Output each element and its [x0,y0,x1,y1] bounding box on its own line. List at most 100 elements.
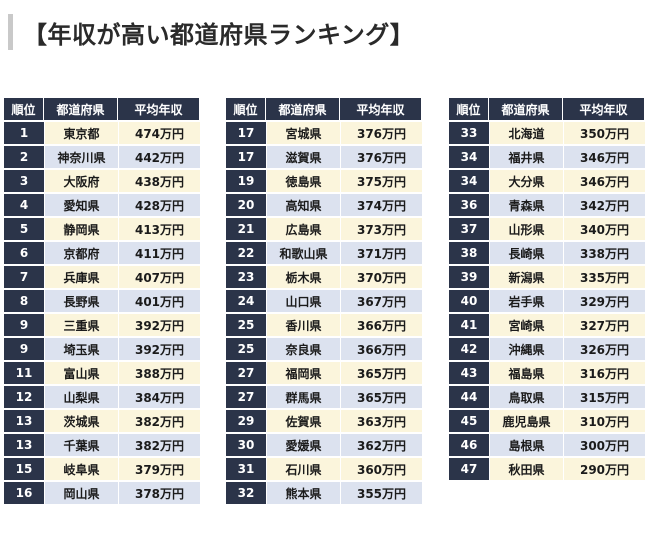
pref-cell: 福岡県 [266,362,340,384]
pref-cell: 新潟県 [489,266,563,288]
income-cell: 310万円 [563,410,645,432]
rank-cell: 1 [4,122,44,144]
rank-cell: 34 [449,146,489,168]
table-row: 23 栃木県 370万円 [226,266,422,288]
table-row: 33 北海道 350万円 [449,122,645,144]
rank-cell: 13 [4,434,44,456]
table-row: 27 群馬県 365万円 [226,386,422,408]
pref-cell: 高知県 [266,194,340,216]
income-cell: 401万円 [118,290,200,312]
income-cell: 326万円 [563,338,645,360]
pref-cell: 埼玉県 [44,338,118,360]
rank-cell: 20 [226,194,266,216]
pref-cell: 茨城県 [44,410,118,432]
rank-cell: 2 [4,146,44,168]
table-row: 41 宮崎県 327万円 [449,314,645,336]
pref-cell: 岐阜県 [44,458,118,480]
pref-cell: 青森県 [489,194,563,216]
income-cell: 370万円 [340,266,422,288]
income-cell: 392万円 [118,338,200,360]
pref-cell: 愛知県 [44,194,118,216]
rank-cell: 31 [226,458,266,480]
rank-cell: 37 [449,218,489,240]
table-row: 12 山梨県 384万円 [4,386,200,408]
income-cell: 327万円 [563,314,645,336]
table-row: 27 福岡県 365万円 [226,362,422,384]
table-row: 42 沖縄県 326万円 [449,338,645,360]
rank-cell: 15 [4,458,44,480]
rank-cell: 45 [449,410,489,432]
rank-cell: 8 [4,290,44,312]
income-header: 平均年収 [340,98,422,120]
table-row: 39 新潟県 335万円 [449,266,645,288]
rank-cell: 33 [449,122,489,144]
rank-cell: 43 [449,362,489,384]
table-row: 34 大分県 346万円 [449,170,645,192]
pref-cell: 滋賀県 [266,146,340,168]
table-row: 25 香川県 366万円 [226,314,422,336]
table-row: 37 山形県 340万円 [449,218,645,240]
income-cell: 367万円 [340,290,422,312]
table-row: 40 岩手県 329万円 [449,290,645,312]
table-row: 30 愛媛県 362万円 [226,434,422,456]
income-cell: 413万円 [118,218,200,240]
table-row: 24 山口県 367万円 [226,290,422,312]
ranking-table-1: 順位 都道府県 平均年収 1 東京都 474万円 2 神奈川県 442万円 3 大阪府 438万… [4,96,200,506]
rank-cell: 42 [449,338,489,360]
header-row: 順位 都道府県 平均年収 [449,98,645,120]
rank-cell: 47 [449,458,489,480]
pref-cell: 鹿児島県 [489,410,563,432]
rank-cell: 27 [226,362,266,384]
pref-cell: 福島県 [489,362,563,384]
pref-cell: 三重県 [44,314,118,336]
table-row: 7 兵庫県 407万円 [4,266,200,288]
rank-cell: 25 [226,314,266,336]
table-row: 31 石川県 360万円 [226,458,422,480]
header-row: 順位 都道府県 平均年収 [226,98,422,120]
rank-cell: 27 [226,386,266,408]
page-title: 【年収が高い都道府県ランキング】 [23,20,415,49]
pref-cell: 徳島県 [266,170,340,192]
rank-cell: 29 [226,410,266,432]
title-accent-bar [8,14,13,50]
pref-cell: 沖縄県 [489,338,563,360]
pref-cell: 京都府 [44,242,118,264]
table-row: 32 熊本県 355万円 [226,482,422,504]
pref-cell: 宮崎県 [489,314,563,336]
income-cell: 378万円 [118,482,200,504]
income-cell: 335万円 [563,266,645,288]
rank-cell: 17 [226,146,266,168]
table-row: 11 富山県 388万円 [4,362,200,384]
income-cell: 374万円 [340,194,422,216]
table-row: 45 鹿児島県 310万円 [449,410,645,432]
rank-cell: 9 [4,314,44,336]
income-cell: 366万円 [340,338,422,360]
table-row: 13 千葉県 382万円 [4,434,200,456]
rank-cell: 30 [226,434,266,456]
rank-cell: 6 [4,242,44,264]
pref-cell: 宮城県 [266,122,340,144]
rank-header: 順位 [226,98,266,120]
pref-cell: 香川県 [266,314,340,336]
pref-cell: 岡山県 [44,482,118,504]
rank-cell: 44 [449,386,489,408]
income-cell: 365万円 [340,362,422,384]
header-row: 順位 都道府県 平均年収 [4,98,200,120]
table-row: 15 岐阜県 379万円 [4,458,200,480]
pref-cell: 大阪府 [44,170,118,192]
table-row: 1 東京都 474万円 [4,122,200,144]
pref-cell: 広島県 [266,218,340,240]
pref-cell: 岩手県 [489,290,563,312]
income-cell: 316万円 [563,362,645,384]
income-cell: 371万円 [340,242,422,264]
table-row: 17 宮城県 376万円 [226,122,422,144]
income-header: 平均年収 [118,98,200,120]
table-row: 5 静岡県 413万円 [4,218,200,240]
pref-cell: 大分県 [489,170,563,192]
income-cell: 315万円 [563,386,645,408]
pref-cell: 長崎県 [489,242,563,264]
table-row: 2 神奈川県 442万円 [4,146,200,168]
rank-cell: 23 [226,266,266,288]
income-header: 平均年収 [563,98,645,120]
rank-cell: 12 [4,386,44,408]
